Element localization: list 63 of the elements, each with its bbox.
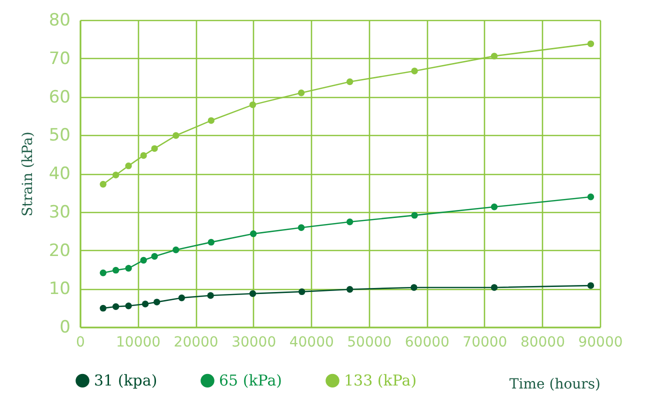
point xyxy=(249,290,256,297)
point xyxy=(125,264,132,272)
x-tick-label: 20000 xyxy=(174,334,218,350)
point xyxy=(490,284,498,291)
x-tick-label: 0 xyxy=(76,334,85,350)
point xyxy=(125,302,132,310)
y-tick-label: 60 xyxy=(48,87,70,108)
point xyxy=(587,194,594,200)
x-tick-label: 30000 xyxy=(232,334,276,350)
x-tick-label: 80000 xyxy=(520,334,565,350)
point xyxy=(207,292,214,299)
point xyxy=(208,117,215,124)
point xyxy=(142,300,149,308)
point xyxy=(172,132,180,139)
point xyxy=(490,204,498,210)
point xyxy=(249,101,256,108)
point xyxy=(346,218,354,226)
point xyxy=(587,40,594,48)
x-axis-title: Time (hours) xyxy=(509,376,600,392)
legend-label: 133 (kPa) xyxy=(344,372,417,390)
y-tick-label: 10 xyxy=(48,279,70,300)
point xyxy=(587,282,594,289)
point xyxy=(298,90,305,96)
point xyxy=(140,256,147,264)
y-tick-label: 20 xyxy=(48,240,70,261)
y-tick-label: 40 xyxy=(48,164,70,184)
point xyxy=(178,294,186,302)
y-tick-label: 70 xyxy=(48,48,70,69)
point xyxy=(151,145,158,152)
point xyxy=(172,246,180,254)
point xyxy=(112,172,120,178)
y-tick-label: 0 xyxy=(60,318,70,338)
y-tick-label: 30 xyxy=(48,202,70,222)
point xyxy=(411,68,418,74)
point xyxy=(298,288,306,296)
legend-label: 65 (kPa) xyxy=(219,372,282,390)
point xyxy=(140,152,147,159)
x-tick-label: 40000 xyxy=(289,334,334,350)
y-tick-label: 80 xyxy=(48,10,70,30)
x-tick-label: 70000 xyxy=(462,334,508,350)
point xyxy=(151,253,158,260)
point xyxy=(411,212,418,219)
point xyxy=(112,266,120,274)
x-tick-label: 10000 xyxy=(116,334,161,350)
point xyxy=(490,52,498,60)
point xyxy=(346,286,354,293)
y-tick-label: 50 xyxy=(48,126,70,146)
point xyxy=(250,230,257,238)
point xyxy=(410,284,418,291)
point xyxy=(125,162,132,170)
legend-label: 31 (kpa) xyxy=(94,372,158,390)
point xyxy=(153,298,160,306)
point xyxy=(112,303,120,310)
x-tick-label: 90000 xyxy=(578,334,623,350)
point xyxy=(298,224,305,231)
point xyxy=(100,180,106,188)
x-tick-label: 60000 xyxy=(404,334,450,350)
point xyxy=(100,270,106,276)
x-tick-label: 50000 xyxy=(347,334,392,350)
point xyxy=(100,304,106,312)
point xyxy=(346,78,354,86)
y-axis-title: Strain (kPa) xyxy=(20,132,36,216)
point xyxy=(208,238,215,246)
